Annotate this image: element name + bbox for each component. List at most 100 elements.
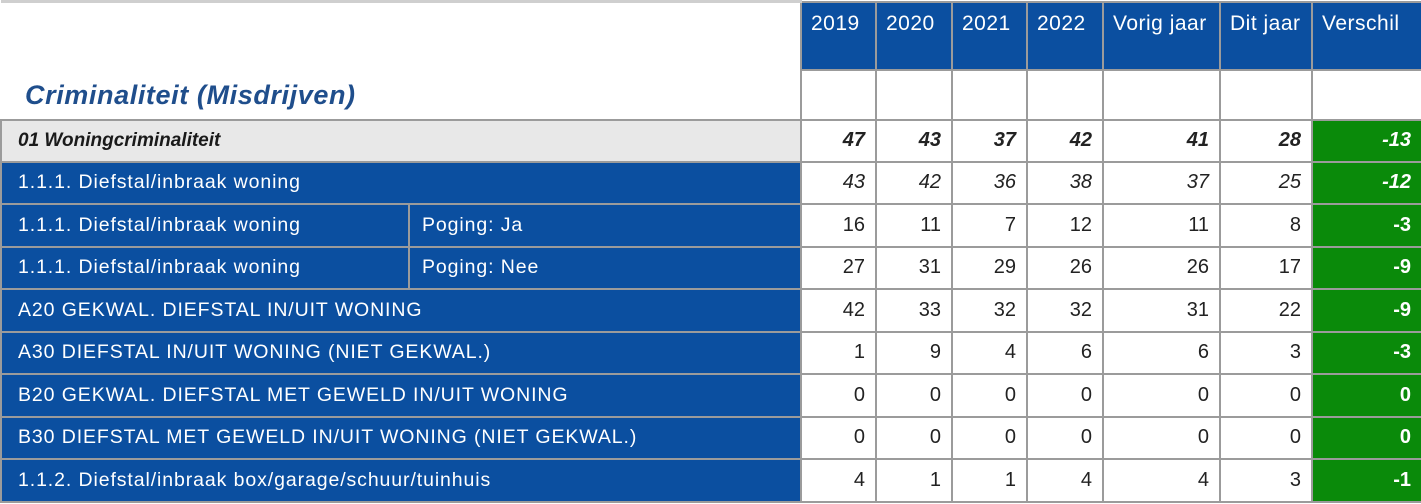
- group-value: 43: [875, 118, 953, 163]
- row-value: 32: [951, 288, 1028, 333]
- row-diff: 0: [1311, 415, 1421, 460]
- col-2022: 2022: [1026, 0, 1104, 71]
- row-diff: -9: [1311, 245, 1421, 290]
- row-value: 0: [875, 373, 953, 418]
- table-row: A20 GEKWAL. DIEFSTAL IN/UIT WONING 42 33…: [0, 288, 1421, 333]
- row-value: 33: [875, 288, 953, 333]
- row-value: 4: [1026, 458, 1104, 503]
- row-value: 32: [1026, 288, 1104, 333]
- row-value: 1: [951, 458, 1028, 503]
- row-value: 0: [1102, 373, 1221, 418]
- group-value: 47: [800, 118, 877, 163]
- row-value: 16: [800, 203, 877, 248]
- row-value: 27: [800, 245, 877, 290]
- row-value: 25: [1219, 160, 1313, 205]
- col-2019: 2019: [800, 0, 877, 71]
- blank-cell: [951, 68, 1028, 121]
- row-diff: 0: [1311, 373, 1421, 418]
- row-value: 42: [875, 160, 953, 205]
- row-value: 0: [1026, 373, 1104, 418]
- row-value: 31: [1102, 288, 1221, 333]
- row-value: 1: [875, 458, 953, 503]
- group-diff: -13: [1311, 118, 1421, 163]
- row-value: 6: [1026, 330, 1104, 375]
- table-row: B20 GEKWAL. DIEFSTAL MET GEWELD IN/UIT W…: [0, 373, 1421, 418]
- row-value: 0: [951, 373, 1028, 418]
- row-diff: -9: [1311, 288, 1421, 333]
- row-label: 1.1.1. Diefstal/inbraak woning: [0, 160, 802, 205]
- row-value: 0: [1102, 415, 1221, 460]
- row-label: B30 DIEFSTAL MET GEWELD IN/UIT WONING (N…: [0, 415, 802, 460]
- col-2020: 2020: [875, 0, 953, 71]
- row-value: 26: [1102, 245, 1221, 290]
- row-value: 0: [800, 415, 877, 460]
- row-diff: -1: [1311, 458, 1421, 503]
- row-value: 0: [875, 415, 953, 460]
- row-value: 29: [951, 245, 1028, 290]
- col-2021: 2021: [951, 0, 1028, 71]
- col-dit-jaar: Dit jaar: [1219, 0, 1313, 71]
- table-title-cell: Criminaliteit (Misdrijven): [1, 0, 801, 120]
- row-value: 3: [1219, 330, 1313, 375]
- row-value: 4: [1102, 458, 1221, 503]
- group-value: 37: [951, 118, 1028, 163]
- row-value: 6: [1102, 330, 1221, 375]
- row-value: 0: [800, 373, 877, 418]
- group-value: 41: [1102, 118, 1221, 163]
- row-label: A30 DIEFSTAL IN/UIT WONING (NIET GEKWAL.…: [0, 330, 802, 375]
- group-value: 28: [1219, 118, 1313, 163]
- row-value: 8: [1219, 203, 1313, 248]
- row-value: 36: [951, 160, 1028, 205]
- row-value: 9: [875, 330, 953, 375]
- table-row: A30 DIEFSTAL IN/UIT WONING (NIET GEKWAL.…: [0, 330, 1421, 375]
- row-label: B20 GEKWAL. DIEFSTAL MET GEWELD IN/UIT W…: [0, 373, 802, 418]
- blank-cell: [800, 68, 877, 121]
- row-value: 42: [800, 288, 877, 333]
- row-value: 7: [951, 203, 1028, 248]
- table-row: 1.1.1. Diefstal/inbraak woning 43 42 36 …: [0, 160, 1421, 205]
- table-title: Criminaliteit (Misdrijven): [25, 79, 356, 110]
- row-value: 0: [1026, 415, 1104, 460]
- row-value: 0: [951, 415, 1028, 460]
- blank-cell: [1219, 68, 1313, 121]
- row-value: 26: [1026, 245, 1104, 290]
- header-row: Criminaliteit (Misdrijven) 2019 2020 202…: [1, 0, 1421, 120]
- row-diff: -3: [1311, 203, 1421, 248]
- group-row: 01 Woningcriminaliteit 47 43 37 42 41 28…: [0, 118, 1421, 163]
- group-value: 42: [1026, 118, 1104, 163]
- row-value: 12: [1026, 203, 1104, 248]
- blank-cell: [875, 68, 953, 121]
- blank-cell: [1102, 68, 1221, 121]
- row-value: 43: [800, 160, 877, 205]
- blank-cell: [1026, 68, 1104, 121]
- row-label: 1.1.1. Diefstal/inbraak woning: [0, 203, 410, 248]
- row-value: 0: [1219, 415, 1313, 460]
- row-value: 37: [1102, 160, 1221, 205]
- table-row: 1.1.1. Diefstal/inbraak woning Poging: N…: [0, 245, 1421, 290]
- row-sublabel: Poging: Nee: [408, 245, 802, 290]
- row-value: 11: [1102, 203, 1221, 248]
- row-value: 4: [800, 458, 877, 503]
- row-value: 4: [951, 330, 1028, 375]
- row-value: 31: [875, 245, 953, 290]
- row-label: A20 GEKWAL. DIEFSTAL IN/UIT WONING: [0, 288, 802, 333]
- row-value: 22: [1219, 288, 1313, 333]
- blank-cell: [1311, 68, 1421, 120]
- col-vorig-jaar: Vorig jaar: [1102, 0, 1221, 71]
- row-value: 1: [800, 330, 877, 375]
- blank-row: [1, 68, 1421, 121]
- table-row: 1.1.1. Diefstal/inbraak woning Poging: J…: [0, 203, 1421, 248]
- row-label: 1.1.2. Diefstal/inbraak box/garage/schuu…: [0, 458, 802, 503]
- row-value: 17: [1219, 245, 1313, 290]
- row-value: 38: [1026, 160, 1104, 205]
- row-diff: -3: [1311, 330, 1421, 375]
- row-value: 11: [875, 203, 953, 248]
- row-value: 0: [1219, 373, 1313, 418]
- group-label: 01 Woningcriminaliteit: [0, 118, 802, 163]
- row-sublabel: Poging: Ja: [408, 203, 802, 248]
- row-label: 1.1.1. Diefstal/inbraak woning: [0, 245, 410, 290]
- row-value: 3: [1219, 458, 1313, 503]
- row-diff: -12: [1311, 160, 1421, 205]
- table-row: B30 DIEFSTAL MET GEWELD IN/UIT WONING (N…: [0, 415, 1421, 460]
